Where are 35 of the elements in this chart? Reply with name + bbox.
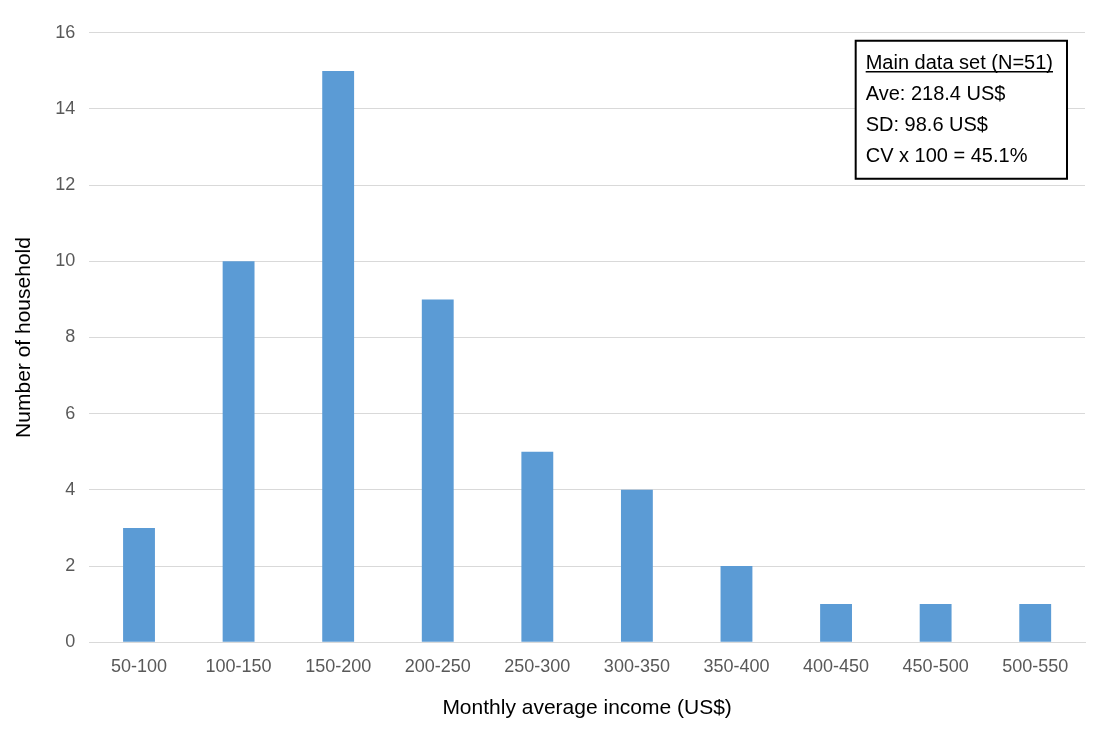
bar <box>919 604 952 642</box>
y-tick-label: 16 <box>55 21 76 42</box>
bar <box>620 489 653 642</box>
x-tick-label: 400-450 <box>803 655 870 676</box>
y-tick-label: 14 <box>55 97 76 118</box>
y-tick-label: 6 <box>65 402 76 423</box>
x-tick-label: 150-200 <box>305 655 372 676</box>
x-tick-label: 100-150 <box>205 655 272 676</box>
annotation: Ave: 218.4 US$ <box>865 81 1006 104</box>
y-tick-label: 12 <box>55 174 76 195</box>
y-tick-label: 8 <box>65 326 76 347</box>
y-tick-label: 2 <box>65 554 76 575</box>
y-tick-label: 10 <box>55 250 76 271</box>
x-axis-title: Monthly average income (US$) <box>442 695 732 719</box>
annotation: Main data set (N=51) <box>865 50 1054 73</box>
bar <box>720 566 753 642</box>
x-tick-label: 500-550 <box>1002 655 1069 676</box>
y-axis-title: Number of household <box>11 237 35 438</box>
y-tick-label: 4 <box>65 478 76 499</box>
bar <box>322 70 355 642</box>
bar <box>123 527 155 642</box>
bar <box>820 604 852 642</box>
x-tick-label: 300-350 <box>603 655 670 676</box>
bar <box>421 299 454 642</box>
x-tick-label: 200-250 <box>404 655 471 676</box>
x-tick-label: 250-300 <box>504 655 571 676</box>
bar <box>521 451 554 642</box>
x-tick-label: 50-100 <box>110 655 168 676</box>
x-tick-label: 450-500 <box>902 655 969 676</box>
bar <box>1019 604 1052 642</box>
x-tick-label: 350-400 <box>703 655 770 676</box>
annotation: SD: 98.6 US$ <box>865 112 988 135</box>
annotation: CV x 100 = 45.1% <box>865 143 1028 166</box>
bar <box>222 261 255 642</box>
y-tick-label: 0 <box>65 631 76 652</box>
